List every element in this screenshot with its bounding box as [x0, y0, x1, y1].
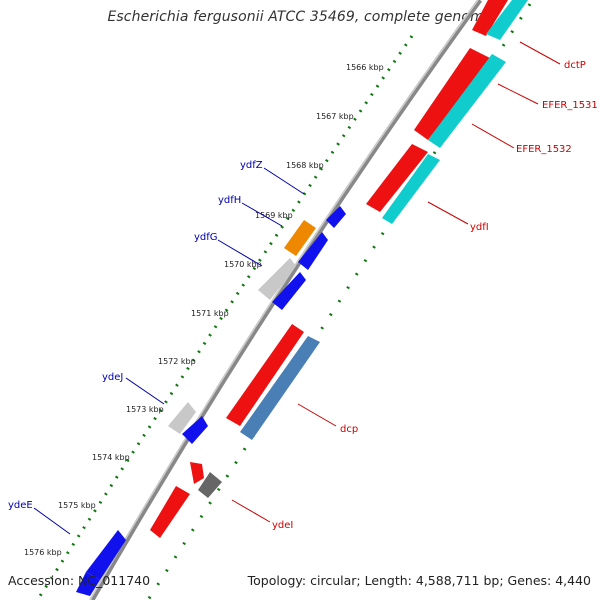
- kbp-tick-labels: 1566 kbp 1567 kbp 1568 kbp 1569 kbp 1570…: [24, 63, 384, 557]
- gene-cyan-3: [382, 154, 440, 224]
- gene-red-lower-a: [190, 462, 204, 484]
- gene-ydeJ-gray: [168, 402, 196, 434]
- label-ydfH: ydfH: [218, 195, 241, 206]
- gene-ydeE: [86, 530, 126, 580]
- kbp-tick-1569: 1569 kbp: [255, 211, 293, 220]
- kbp-tick-1576: 1576 kbp: [24, 548, 62, 557]
- kbp-tick-1572: 1572 kbp: [158, 357, 196, 366]
- forward-strand-genes: [76, 206, 346, 596]
- gene-dcp-blue: [240, 336, 320, 440]
- kbp-tick-1570: 1570 kbp: [224, 260, 262, 269]
- gene-dcp-red: [226, 324, 304, 426]
- label-ydfZ: ydfZ: [240, 160, 263, 171]
- map-title: Escherichia fergusonii ATCC 35469, compl…: [107, 9, 493, 25]
- gene-labels: ydfZ ydfH ydfG ydeJ ydeE dctP EFER_1531 …: [8, 60, 598, 531]
- outer-ruler-dots: [38, 35, 414, 597]
- gene-ydfG-blue: [272, 272, 306, 310]
- gene-cyan-1: [486, 0, 528, 40]
- gene-EFER_1531: [414, 48, 490, 140]
- gene-cyan-2: [428, 54, 506, 148]
- genome-backbone: [89, 0, 483, 600]
- gene-ydfH-blue: [298, 232, 328, 270]
- label-ydeI: ydeI: [272, 520, 293, 531]
- gene-ydeJ-blue: [182, 416, 208, 444]
- kbp-tick-1571: 1571 kbp: [191, 309, 229, 318]
- label-ydeJ: ydeJ: [102, 372, 123, 383]
- label-ydfG: ydfG: [194, 232, 218, 243]
- inner-ruler-dots: [146, 3, 532, 600]
- kbp-tick-1574: 1574 kbp: [92, 453, 130, 462]
- gene-ydfG-gray: [258, 258, 296, 300]
- gene-ydfZ: [326, 206, 346, 228]
- label-dctP: dctP: [564, 60, 586, 71]
- reverse-strand-genes: [150, 0, 528, 538]
- kbp-tick-1567: 1567 kbp: [316, 112, 354, 121]
- kbp-tick-1575: 1575 kbp: [58, 501, 96, 510]
- gene-ydeI: [150, 486, 190, 538]
- label-dcp: dcp: [340, 424, 358, 435]
- gene-darkgray: [198, 472, 222, 498]
- gene-dctP: [472, 0, 508, 36]
- kbp-tick-1568: 1568 kbp: [286, 161, 324, 170]
- kbp-tick-1573: 1573 kbp: [126, 405, 164, 414]
- gene-ydeE-tail: [76, 572, 100, 596]
- gene-EFER_1532: [366, 144, 428, 212]
- label-EFER_1531: EFER_1531: [542, 100, 598, 111]
- genome-backbone-highlight: [89, 0, 479, 600]
- kbp-tick-1566: 1566 kbp: [346, 63, 384, 72]
- accession-text: Accession: NC_011740: [8, 573, 151, 588]
- label-ydfI: ydfI: [470, 222, 489, 233]
- label-leaders: [33, 41, 561, 535]
- gene-ydfH-orange: [284, 220, 316, 256]
- label-ydeE: ydeE: [8, 500, 33, 511]
- topology-text: Topology: circular; Length: 4,588,711 bp…: [247, 573, 591, 588]
- label-EFER_1532: EFER_1532: [516, 144, 572, 155]
